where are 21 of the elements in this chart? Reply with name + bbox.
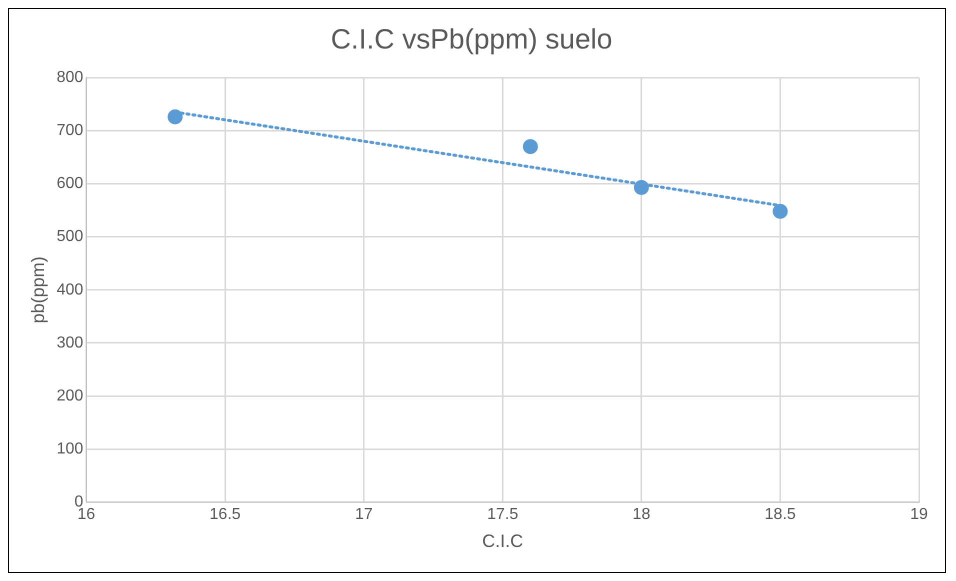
chart-title: C.I.C vsPb(ppm) suelo (330, 24, 612, 55)
point (168, 109, 183, 124)
x-tick-label: 17 (354, 506, 373, 524)
y-tick-label: 200 (56, 387, 84, 404)
x-tick-label: 17.5 (487, 506, 518, 524)
y-tick-label: 400 (56, 281, 84, 298)
y-tick-label: 100 (56, 440, 84, 458)
y-tick-label: 600 (56, 175, 84, 192)
x-tick-label: 18 (632, 506, 650, 524)
y-axis-title: pb(ppm) (28, 256, 48, 324)
x-tick-label: 16.5 (210, 506, 241, 524)
x-tick-label: 18.5 (764, 506, 796, 524)
y-tick-label: 300 (56, 334, 84, 352)
y-tick-label: 700 (56, 122, 84, 140)
x-tick-label: 19 (910, 506, 928, 524)
x-axis-title: C.I.C (482, 531, 524, 552)
point (772, 204, 788, 219)
point (522, 139, 538, 154)
y-tick-label: 800 (56, 69, 84, 86)
y-tick-label: 500 (56, 228, 84, 246)
x-tick-label: 16 (77, 506, 96, 524)
